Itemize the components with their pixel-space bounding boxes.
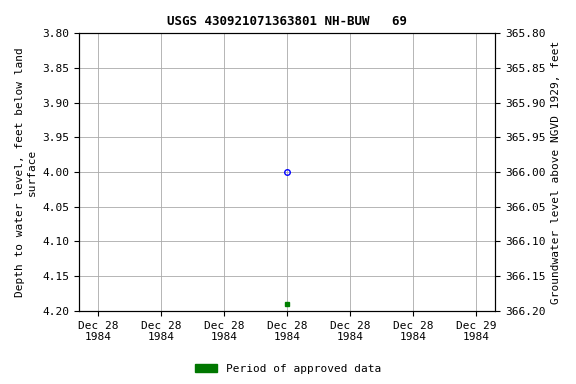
Title: USGS 430921071363801 NH-BUW   69: USGS 430921071363801 NH-BUW 69 bbox=[167, 15, 407, 28]
Y-axis label: Groundwater level above NGVD 1929, feet: Groundwater level above NGVD 1929, feet bbox=[551, 40, 561, 304]
Legend: Period of approved data: Period of approved data bbox=[191, 359, 385, 379]
Y-axis label: Depth to water level, feet below land
surface: Depth to water level, feet below land su… bbox=[15, 47, 37, 297]
